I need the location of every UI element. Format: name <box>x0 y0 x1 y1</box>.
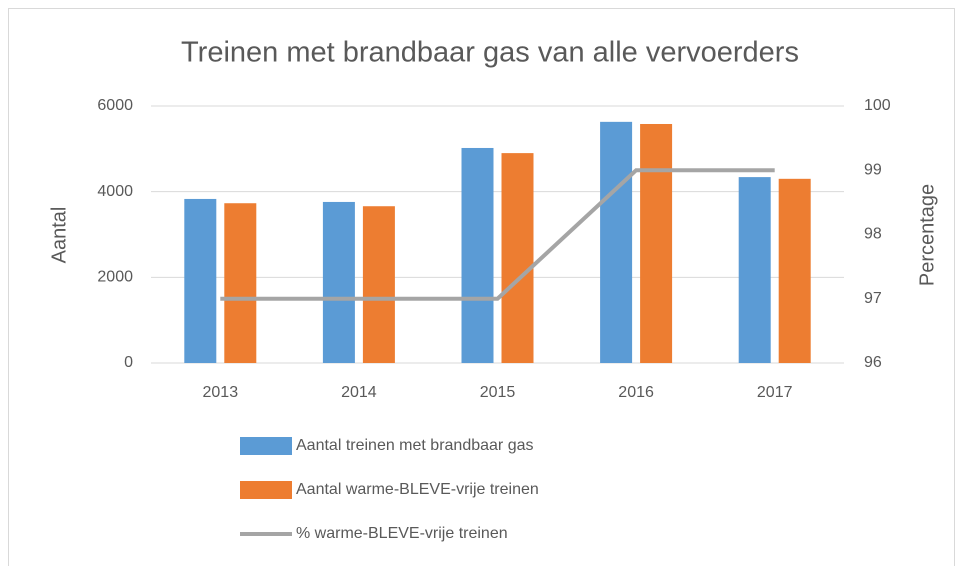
chart-border <box>8 8 955 566</box>
y-tick-label: 2000 <box>97 269 133 286</box>
bar <box>461 147 494 363</box>
chart-title: Treinen met brandbaar gas van alle vervo… <box>181 37 799 69</box>
y2-tick-label: 98 <box>864 226 882 243</box>
legend-label: % warme-BLEVE-vrije treinen <box>296 525 508 542</box>
bar <box>501 153 534 363</box>
y2-tick-label: 97 <box>864 290 882 307</box>
x-tick-label: 2013 <box>203 384 239 401</box>
bar <box>600 121 633 364</box>
legend-swatch <box>240 481 292 499</box>
y-tick-label: 0 <box>124 354 133 371</box>
legend-label: Aantal treinen met brandbaar gas <box>296 437 533 454</box>
x-tick-label: 2016 <box>618 384 654 401</box>
bar <box>224 203 257 363</box>
y2-axis-title: Percentage <box>916 184 938 286</box>
x-tick-label: 2017 <box>757 384 793 401</box>
bar <box>322 201 355 363</box>
bar <box>362 206 395 363</box>
y-axis-title: Aantal <box>48 207 70 264</box>
y2-tick-label: 96 <box>864 354 882 371</box>
y-tick-label: 4000 <box>97 183 133 200</box>
legend-swatch <box>240 437 292 455</box>
x-tick-label: 2014 <box>341 384 377 401</box>
y-tick-label: 6000 <box>97 97 133 114</box>
x-tick-label: 2015 <box>480 384 516 401</box>
bar <box>640 123 673 364</box>
bar <box>184 198 217 363</box>
legend-label: Aantal warme-BLEVE-vrije treinen <box>296 481 539 498</box>
line-series <box>220 168 775 301</box>
bar <box>738 177 771 363</box>
bar <box>778 178 811 363</box>
y2-tick-label: 99 <box>864 161 882 178</box>
y2-tick-label: 100 <box>864 97 891 114</box>
